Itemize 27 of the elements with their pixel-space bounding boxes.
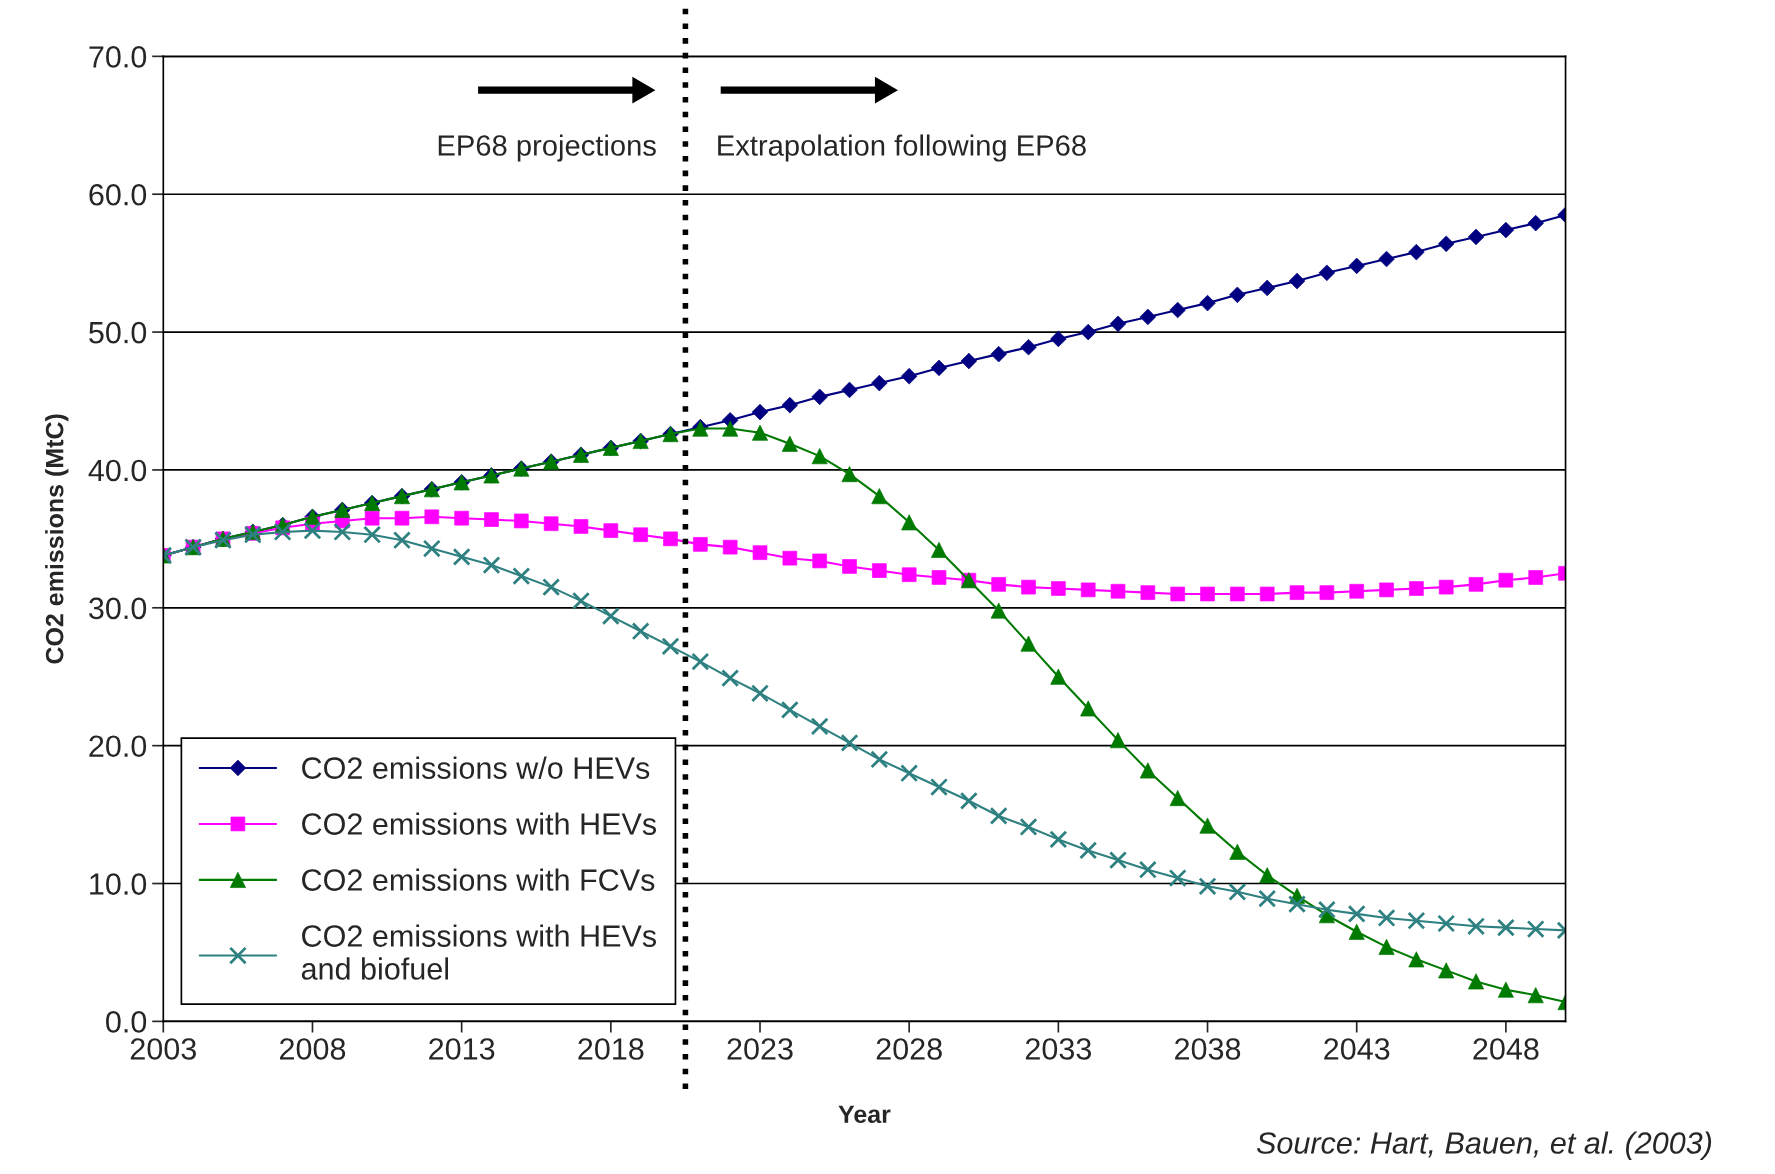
legend-label: CO2 emissions with FCVs <box>302 868 655 891</box>
legend-label: CO2 emissions with HEVs <box>302 812 657 835</box>
y-tick-label: 10.0 <box>90 873 147 895</box>
legend-label: CO2 emissions w/o HEVs <box>302 756 650 779</box>
x-tick-label: 2033 <box>1025 1038 1091 1060</box>
annotation: Extrapolation following EP68 <box>718 134 1086 162</box>
y-tick-label: 30.0 <box>89 597 147 620</box>
annotation: EP68 projections <box>438 134 656 162</box>
y-tick-label: 20.0 <box>89 735 147 758</box>
x-tick-label: 2028 <box>876 1038 942 1060</box>
x-tick-label: 2043 <box>1324 1038 1390 1060</box>
x-tick-label: 2003 <box>130 1038 196 1060</box>
legend-label: CO2 emissions with HEVs and biofuel <box>301 924 657 980</box>
y-tick-label: 40.0 <box>88 459 147 482</box>
y-tick-label: 50.0 <box>89 321 147 344</box>
x-tick-label: 2018 <box>578 1038 644 1060</box>
x-tick-label: 2048 <box>1473 1038 1539 1060</box>
x-tick-label: 2013 <box>429 1038 495 1060</box>
y-tick-label: 70.0 <box>89 46 147 68</box>
y-tick-label: 60.0 <box>89 183 147 206</box>
x-tick-label: 2008 <box>280 1038 346 1060</box>
y-axis-title: CO2 emissions (MtC) <box>45 414 69 664</box>
x-tick-label: 2023 <box>727 1038 793 1060</box>
x-tick-label: 2038 <box>1175 1038 1241 1060</box>
source-note: Source: Hart, Bauen, et al. (2003) <box>1256 1131 1712 1160</box>
x-axis-title: Year <box>838 1105 891 1124</box>
y-tick-label: 0.0 <box>106 1011 147 1033</box>
